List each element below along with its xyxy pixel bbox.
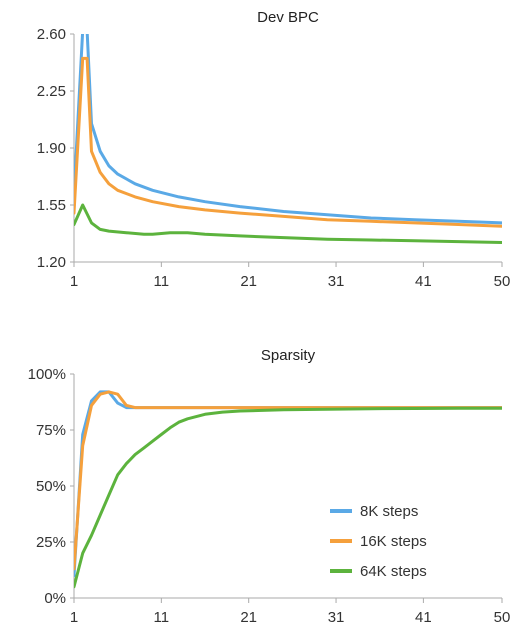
y-tick-label: 50%	[36, 478, 66, 495]
series-line-blue	[74, 34, 502, 225]
series-line-orange	[74, 56, 502, 228]
y-tick-label: 100%	[28, 366, 66, 383]
y-tick-label: 0%	[44, 590, 66, 607]
x-tick-label: 21	[240, 609, 257, 626]
x-tick-label: 31	[328, 609, 345, 626]
x-tick-label: 11	[154, 273, 170, 290]
x-tick-label: 50	[494, 273, 511, 290]
chart-title: Sparsity	[261, 347, 316, 364]
x-tick-label: 41	[415, 609, 432, 626]
y-tick-label: 1.20	[37, 254, 66, 271]
y-tick-label: 25%	[36, 534, 66, 551]
x-tick-label: 21	[240, 273, 257, 290]
series-line-orange	[74, 390, 502, 571]
legend-label: 8K steps	[360, 503, 418, 520]
y-tick-label: 75%	[36, 422, 66, 439]
series-line-blue	[74, 390, 502, 578]
x-tick-label: 41	[415, 273, 432, 290]
x-tick-label: 50	[494, 609, 511, 626]
y-tick-label: 2.25	[37, 83, 66, 100]
x-tick-label: 31	[328, 273, 345, 290]
legend-label: 16K steps	[360, 533, 427, 550]
chart-title: Dev BPC	[257, 9, 319, 26]
x-tick-label: 1	[70, 609, 78, 626]
x-tick-label: 1	[70, 273, 78, 290]
y-tick-label: 1.55	[37, 197, 66, 214]
x-tick-label: 11	[154, 609, 170, 626]
y-tick-label: 1.90	[37, 140, 66, 157]
series-line-green	[74, 203, 502, 244]
legend-label: 64K steps	[360, 563, 427, 580]
series-line-green	[74, 406, 502, 589]
y-tick-label: 2.60	[37, 26, 66, 43]
